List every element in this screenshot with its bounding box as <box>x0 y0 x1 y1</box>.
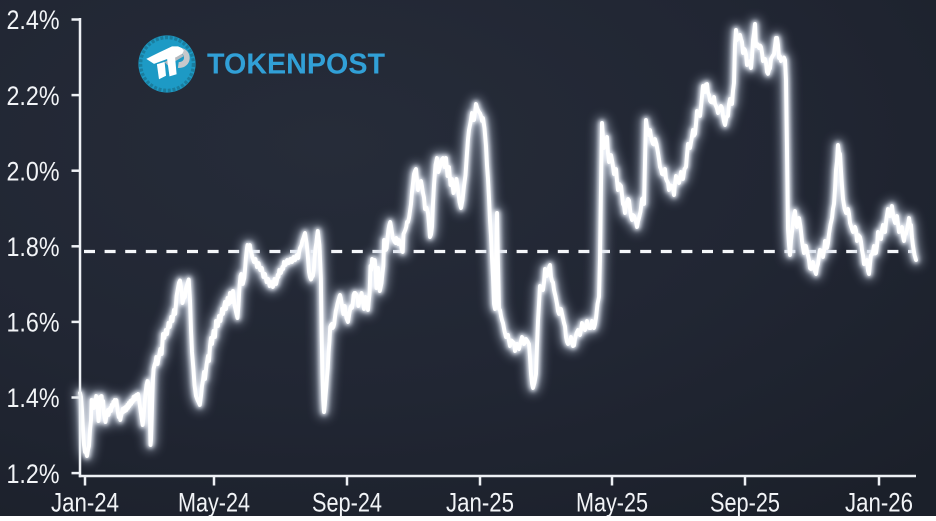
svg-text:2.4%: 2.4% <box>7 5 60 35</box>
svg-text:1.8%: 1.8% <box>7 232 60 262</box>
svg-text:Jan-24: Jan-24 <box>51 488 119 517</box>
svg-text:1.2%: 1.2% <box>7 459 60 489</box>
svg-text:TOKENPOST: TOKENPOST <box>207 49 385 81</box>
svg-text:May-24: May-24 <box>178 488 250 517</box>
svg-text:2.0%: 2.0% <box>7 156 60 186</box>
svg-text:Sep-25: Sep-25 <box>710 488 780 517</box>
svg-text:Sep-24: Sep-24 <box>312 488 382 517</box>
svg-text:May-25: May-25 <box>576 488 648 517</box>
svg-text:1.6%: 1.6% <box>7 308 60 338</box>
svg-text:1.4%: 1.4% <box>7 383 60 413</box>
svg-text:Jan-25: Jan-25 <box>446 488 514 517</box>
svg-text:2.2%: 2.2% <box>7 81 60 111</box>
svg-text:Jan-26: Jan-26 <box>845 488 913 517</box>
